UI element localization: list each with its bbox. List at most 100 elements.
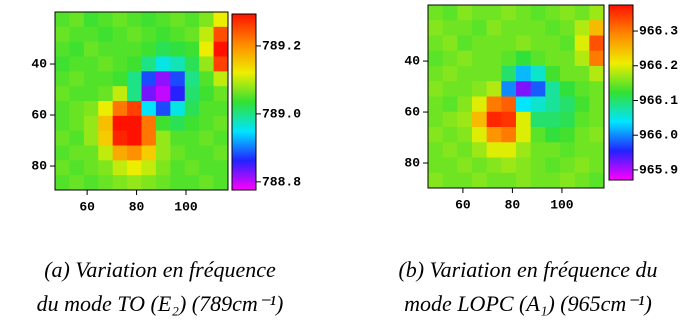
heatmap-cell (199, 41, 215, 57)
heatmap-cell (127, 86, 142, 102)
x-tick-label: 60 (455, 197, 471, 212)
heatmap-cell (69, 41, 85, 57)
heatmap-cell (170, 160, 186, 176)
heatmap-cell (127, 160, 142, 176)
heatmap-cell (589, 20, 605, 36)
heatmap-cell (589, 50, 605, 67)
heatmap-cell (442, 35, 458, 52)
heatmap-cell (501, 66, 517, 82)
heatmap-cell (486, 81, 502, 97)
heatmap-cell (472, 96, 488, 113)
heatmap-cell (545, 66, 561, 82)
heatmap-cell (457, 5, 473, 21)
heatmap-cell (560, 5, 576, 21)
heatmap-cell (574, 96, 590, 113)
heatmap-cell (589, 35, 605, 52)
heatmap-cell (55, 41, 70, 57)
heatmap-cell (589, 96, 605, 113)
heatmap-cell (457, 172, 473, 189)
heatmap-cell (98, 175, 114, 191)
heatmap-cell (442, 172, 458, 189)
heatmap-cell (69, 175, 85, 191)
heatmap (428, 5, 605, 189)
heatmap-cell (501, 172, 517, 189)
heatmap-cell (574, 111, 590, 128)
heatmap-cell (155, 26, 171, 43)
heatmap-cell (184, 115, 200, 132)
heatmap (55, 12, 229, 191)
heatmap-cell (442, 81, 458, 97)
heatmap-cell (486, 142, 502, 158)
heatmap-cell (213, 41, 229, 57)
heatmap-cell (199, 115, 215, 132)
heatmap-cell (55, 145, 70, 161)
colorbar-tick-label: 965.9 (639, 162, 678, 177)
heatmap-cell (98, 86, 114, 102)
heatmap-cell (442, 157, 458, 174)
heatmap-cell (457, 111, 473, 128)
x-tick-label: 80 (505, 197, 521, 212)
y-tick-label: 40 (31, 56, 47, 71)
heatmap-cell (516, 157, 532, 174)
heatmap-cell (457, 81, 473, 97)
heatmap-cell (472, 172, 488, 189)
heatmap-cell (516, 50, 532, 67)
caption: mode LOPC (A₁) (965cm⁻¹) (404, 291, 652, 316)
heatmap-cell (530, 66, 546, 82)
heatmap-cell (530, 50, 546, 67)
heatmap-cell (127, 175, 142, 191)
heatmap-cell (83, 56, 99, 72)
heatmap-cell (457, 96, 473, 113)
heatmap-cell (98, 26, 114, 43)
heatmap-cell (516, 111, 532, 128)
heatmap-cell (501, 5, 517, 21)
colorbar-tick-label: 966.0 (639, 128, 678, 143)
heatmap-cell (213, 86, 229, 102)
heatmap-cell (457, 142, 473, 158)
heatmap-cell (442, 5, 458, 21)
heatmap-cell (141, 130, 157, 146)
heatmap-cell (184, 101, 200, 117)
heatmap-cell (428, 66, 444, 82)
heatmap-cell (83, 115, 99, 132)
heatmap-cell (155, 71, 171, 87)
y-tick-label: 80 (31, 158, 47, 173)
heatmap-cell (501, 20, 517, 36)
heatmap-cell (98, 130, 114, 146)
heatmap-cell (486, 5, 502, 21)
heatmap-cell (98, 160, 114, 176)
x-tick-label: 100 (550, 197, 574, 212)
heatmap-cell (83, 26, 99, 43)
heatmap-cell (589, 142, 605, 158)
heatmap-cell (516, 35, 532, 52)
heatmap-cell (486, 20, 502, 36)
heatmap-cell (112, 26, 128, 43)
heatmap-cell (442, 127, 458, 143)
heatmap-cell (472, 50, 488, 67)
heatmap-cell (184, 41, 200, 57)
heatmap-cell (83, 12, 99, 28)
colorbar-tick-label: 789.0 (262, 106, 301, 121)
heatmap-cell (442, 66, 458, 82)
heatmap-cell (170, 145, 186, 161)
heatmap-cell (170, 41, 186, 57)
heatmap-cell (127, 115, 142, 132)
heatmap-cell (213, 12, 229, 28)
heatmap-cell (545, 172, 561, 189)
heatmap-cell (545, 127, 561, 143)
heatmap-cell (83, 130, 99, 146)
heatmap-cell (141, 41, 157, 57)
heatmap-cell (112, 12, 128, 28)
heatmap-cell (560, 81, 576, 97)
heatmap-cell (457, 66, 473, 82)
heatmap-cell (69, 86, 85, 102)
heatmap-cell (560, 142, 576, 158)
heatmap-cell (530, 81, 546, 97)
plot-frame (427, 4, 605, 189)
heatmap-cell (501, 111, 517, 128)
heatmap-cell (127, 56, 142, 72)
heatmap-cell (472, 5, 488, 21)
colorbar-tick-label: 966.2 (639, 58, 678, 73)
heatmap-cell (213, 145, 229, 161)
heatmap-cell (98, 71, 114, 87)
